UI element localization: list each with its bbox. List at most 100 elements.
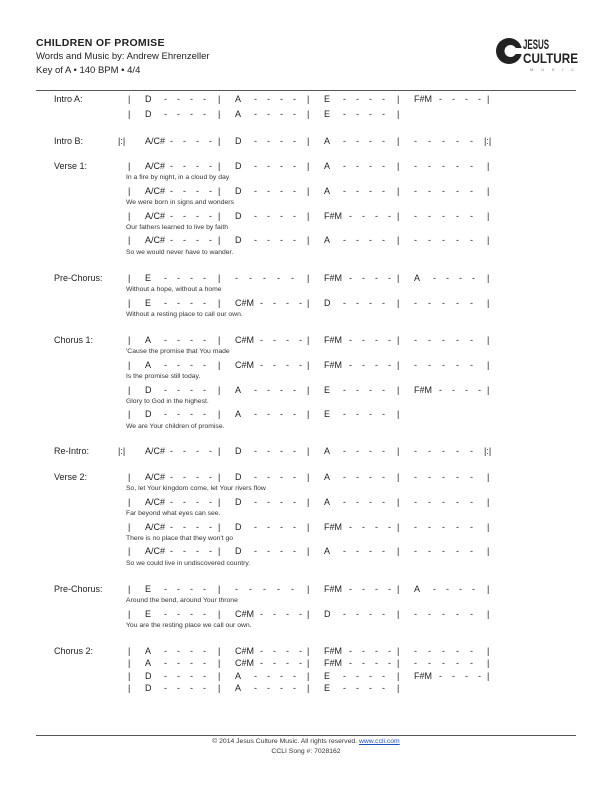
chord-line: | A/C# - - - - | D - - - - | A - - - - | - - - - - | — [0, 545, 612, 557]
beat-dash: - — [260, 335, 263, 345]
beat-dash: - — [267, 446, 270, 456]
beat-dash: - — [263, 584, 266, 594]
lyric-line: Around the bend, around Your throne — [126, 597, 238, 605]
beat-dash: - — [470, 297, 473, 308]
barline: | — [218, 161, 221, 171]
beat-dash: - — [369, 384, 372, 395]
barline: | — [307, 472, 310, 482]
barline: | — [397, 546, 400, 557]
chord: D — [145, 409, 152, 420]
lyric-line: Without a resting place to call our own. — [126, 311, 243, 319]
beat-dash: - — [362, 335, 365, 345]
beat-dash: - — [456, 297, 459, 308]
beat-dash: - — [356, 472, 359, 482]
beat-dash: - — [470, 521, 473, 532]
barline: | — [307, 185, 310, 196]
chord-line: | A/C# - - - - | D - - - - | A - - - - | - - - - - | — [0, 471, 612, 483]
chord-line: | D - - - - | A - - - - | E - - - - | — [0, 408, 612, 420]
beat-dash: - — [343, 409, 346, 420]
chord: D — [235, 161, 242, 171]
beat-dash: - — [470, 136, 473, 146]
beat-dash: - — [170, 472, 173, 482]
beat-dash: - — [190, 658, 193, 669]
barline: | — [307, 658, 310, 669]
chord: F#M — [324, 646, 342, 656]
song-credits: Words and Music by: Andrew Ehrenzeller — [36, 51, 210, 62]
beat-dash: - — [183, 235, 186, 246]
beat-dash: - — [456, 210, 459, 221]
barline: | — [487, 161, 490, 171]
beat-dash: - — [164, 658, 167, 669]
beat-dash: - — [414, 658, 417, 669]
chord: F#M — [324, 210, 342, 221]
barline: | — [397, 521, 400, 532]
beat-dash: - — [209, 235, 212, 246]
barline: | — [218, 273, 221, 283]
beat-dash: - — [349, 658, 352, 669]
beat-dash: - — [442, 646, 445, 656]
beat-dash: - — [293, 109, 296, 119]
beat-dash: - — [293, 521, 296, 532]
beat-dash: - — [472, 584, 475, 594]
chord: A — [414, 584, 421, 594]
beat-dash: - — [293, 384, 296, 395]
barline: | — [128, 210, 131, 221]
barline: | — [218, 185, 221, 196]
chord: F#M — [324, 584, 342, 594]
beat-dash: - — [196, 521, 199, 532]
beat-dash: - — [456, 161, 459, 171]
chord: C#M — [235, 646, 255, 656]
barline: | — [128, 161, 131, 171]
song-title: CHILDREN OF PROMISE — [36, 37, 165, 49]
beat-dash: - — [196, 446, 199, 456]
beat-dash: - — [280, 683, 283, 694]
beat-dash: - — [293, 496, 296, 507]
beat-dash: - — [456, 359, 459, 370]
lyric-line: So we could live in undiscovered country… — [126, 559, 251, 567]
beat-dash: - — [362, 584, 365, 594]
song-section: Intro B: |:| A/C# - - - - | D - - - - | A - - - - | - - - - - |:| — [0, 135, 612, 147]
beat-dash: - — [254, 409, 257, 420]
beat-dash: - — [183, 136, 186, 146]
barline: | — [397, 210, 400, 221]
beat-dash: - — [293, 472, 296, 482]
beat-dash: - — [164, 335, 167, 345]
chord-line: |:| A/C# - - - - | D - - - - | A - - - - | - - - - - |:| — [0, 445, 612, 457]
beat-dash: - — [369, 472, 372, 482]
ccli-link[interactable]: www.ccli.com — [358, 738, 400, 745]
section-label: Pre-Chorus: — [54, 584, 103, 594]
beat-dash: - — [428, 359, 431, 370]
beat-dash: - — [164, 384, 167, 395]
beat-dash: - — [260, 658, 263, 669]
beat-dash: - — [177, 359, 180, 370]
beat-dash: - — [428, 546, 431, 557]
beat-dash: - — [428, 335, 431, 345]
beat-dash: - — [433, 273, 436, 283]
beat-dash: - — [375, 658, 378, 669]
barline: | — [218, 584, 221, 594]
beat-dash: - — [470, 496, 473, 507]
barline: | — [128, 496, 131, 507]
beat-dash: - — [442, 185, 445, 196]
chord-line: |:| A/C# - - - - | D - - - - | A - - - - | - - - - - |:| — [0, 135, 612, 147]
barline: | — [397, 446, 400, 456]
beat-dash: - — [280, 94, 283, 104]
beat-dash: - — [362, 273, 365, 283]
chord-line: | D - - - - | A - - - - | E - - - - | F#M - - - - | — [0, 384, 612, 396]
beat-dash: - — [442, 658, 445, 669]
beat-dash: - — [428, 210, 431, 221]
chord: D — [235, 136, 242, 146]
beat-dash: - — [442, 136, 445, 146]
chord-line: | A/C# - - - - | D - - - - | F#M - - - - | - - - - - | — [0, 210, 612, 222]
beat-dash: - — [356, 161, 359, 171]
barline: | — [218, 472, 221, 482]
beat-dash: - — [356, 446, 359, 456]
beat-dash: - — [470, 446, 473, 456]
chord: C#M — [235, 335, 255, 345]
beat-dash: - — [183, 521, 186, 532]
beat-dash: - — [369, 496, 372, 507]
barline: | — [218, 658, 221, 669]
beat-dash: - — [260, 359, 263, 370]
beat-dash: - — [170, 185, 173, 196]
beat-dash: - — [203, 584, 206, 594]
